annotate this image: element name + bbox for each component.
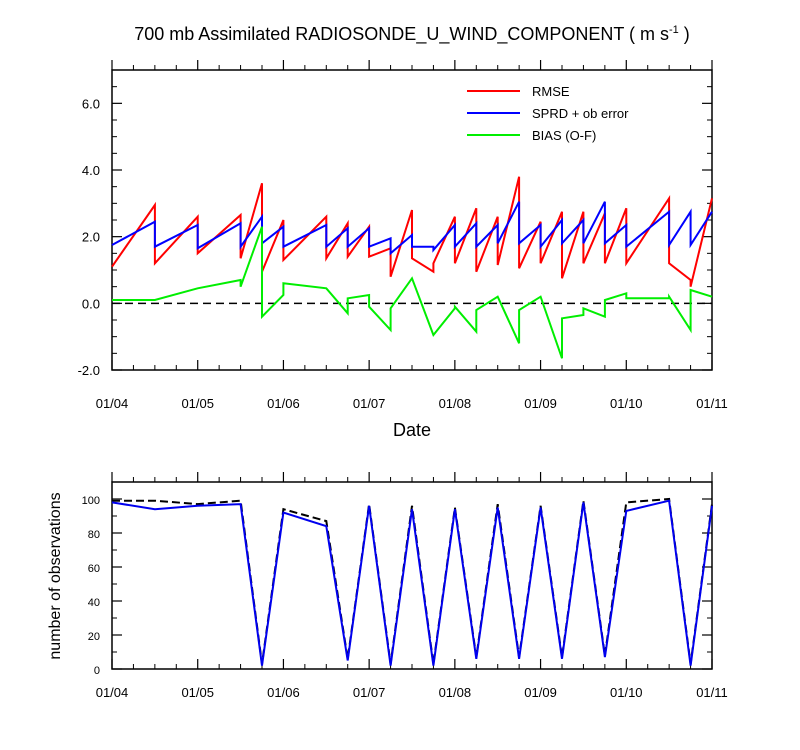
x-tick-label: 01/06 [267,396,300,411]
x-tick-label: 01/10 [610,396,643,411]
y-tick-label: -2.0 [78,363,100,378]
bottom-panel: 01/04 01/05 01/06 01/07 01/08 01/09 01/10 01/11… [47,472,728,700]
x-tick-label: 01/06 [267,685,300,700]
y-tick-label: 80 [88,529,100,541]
bottom-axis-labels: 01/04 01/05 01/06 01/07 01/08 01/09 01/10 01/11… [82,495,728,700]
y-tick-label: 4.0 [82,163,100,178]
x-axis-title: Date [393,420,431,440]
y-tick-label: 0.0 [82,296,100,311]
x-tick-label: 01/04 [96,685,129,700]
x-tick-label: 01/07 [353,685,386,700]
x-tick-label: 01/10 [610,685,643,700]
legend-label: SPRD + ob error [532,106,629,121]
y-tick-label: 60 [88,563,100,575]
bottom-axis-ticks [111,472,713,670]
top-panel: 01/04 01/05 01/06 01/07 01/08 01/09 01/10 01/11… [78,60,728,440]
series-line-rmse [111,176,713,287]
y-axis-title-observations: number of observations [47,492,64,659]
legend-label: RMSE [532,84,570,99]
series-line-observations-used [111,499,713,666]
x-tick-label: 01/11 [696,685,728,700]
top-axis-labels: 01/04 01/05 01/06 01/07 01/08 01/09 01/10 01/11… [78,96,728,411]
bottom-series [111,497,713,666]
x-tick-label: 01/07 [353,396,386,411]
top-axis-ticks [111,60,713,371]
x-tick-label: 01/11 [696,396,728,411]
x-tick-label: 01/08 [439,396,472,411]
x-tick-label: 01/05 [181,396,214,411]
x-tick-label: 01/08 [439,685,472,700]
legend-label: BIAS (O-F) [532,128,596,143]
x-tick-label: 01/04 [96,396,129,411]
series-line-possible-observations [112,497,713,665]
y-tick-label: 100 [82,495,100,507]
chart-title-end: ) [679,24,690,44]
y-tick-label: 0 [94,665,100,677]
y-tick-label: 40 [88,597,100,609]
series-line-bias-o-f [112,226,713,359]
x-tick-label: 01/05 [181,685,214,700]
y-tick-label: 6.0 [82,96,100,111]
x-tick-label: 01/09 [524,685,557,700]
y-tick-label: 2.0 [82,230,100,245]
top-series [111,176,713,359]
chart-title-superscript: -1 [669,24,679,36]
chart-title-text: 700 mb Assimilated RADIOSONDE_U_WIND_COM… [134,24,669,45]
chart-title: 700 mb Assimilated RADIOSONDE_U_WIND_COM… [134,24,690,45]
legend: RMSE SPRD + ob error BIAS (O-F) [467,84,629,143]
y-tick-label: 20 [88,631,100,643]
x-tick-label: 01/09 [524,396,557,411]
